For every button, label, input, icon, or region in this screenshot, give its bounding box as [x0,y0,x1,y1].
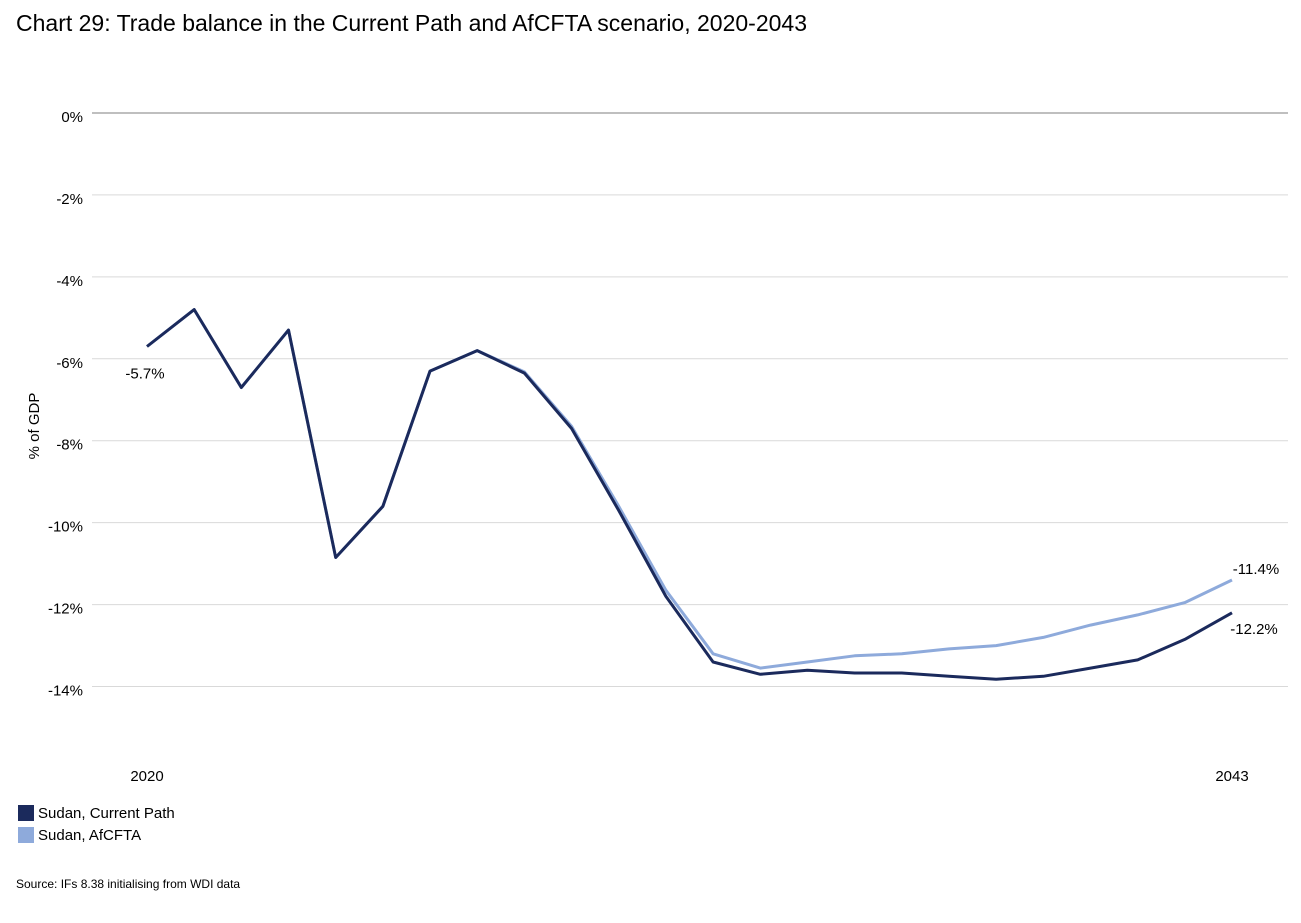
y-axis-label: % of GDP [26,393,43,460]
y-tick-label: -10% [48,519,83,536]
data-labels: -5.7% -12.2% -11.4% [125,366,1279,638]
series-lines [146,308,1233,681]
legend-swatch-afcfta [18,827,34,843]
legend-label-current-path: Sudan, Current Path [38,804,175,822]
y-axis-ticks: 0% -2% -4% -6% -8% -10% -12% -14% [48,109,83,700]
data-label: -5.7% [125,366,164,383]
legend-swatch-current-path [18,805,34,821]
y-tick-label: -8% [56,437,83,454]
x-tick-label: 2043 [1215,768,1248,785]
y-tick-label: -2% [56,191,83,208]
series-line-current-path[interactable] [146,308,1233,681]
y-tick-label: -14% [48,683,83,700]
gridlines [92,112,1288,688]
source-note: Source: IFs 8.38 initialising from WDI d… [16,877,241,891]
series-line-afcfta[interactable] [146,308,1233,670]
x-tick-label: 2020 [130,768,163,785]
legend-label-afcfta: Sudan, AfCFTA [38,826,142,844]
y-tick-label: -12% [48,601,83,618]
x-axis-ticks: 2020 2043 [130,768,1248,785]
y-tick-label: -4% [56,273,83,290]
chart-title: Chart 29: Trade balance in the Current P… [16,10,807,36]
y-tick-label: -6% [56,355,83,372]
data-label: -11.4% [1233,561,1279,578]
data-label: -12.2% [1230,621,1278,638]
legend-item-current-path[interactable]: Sudan, Current Path [18,802,175,824]
legend-item-afcfta[interactable]: Sudan, AfCFTA [18,824,175,846]
legend: Sudan, Current Path Sudan, AfCFTA [18,802,175,846]
y-tick-label: 0% [61,109,83,126]
